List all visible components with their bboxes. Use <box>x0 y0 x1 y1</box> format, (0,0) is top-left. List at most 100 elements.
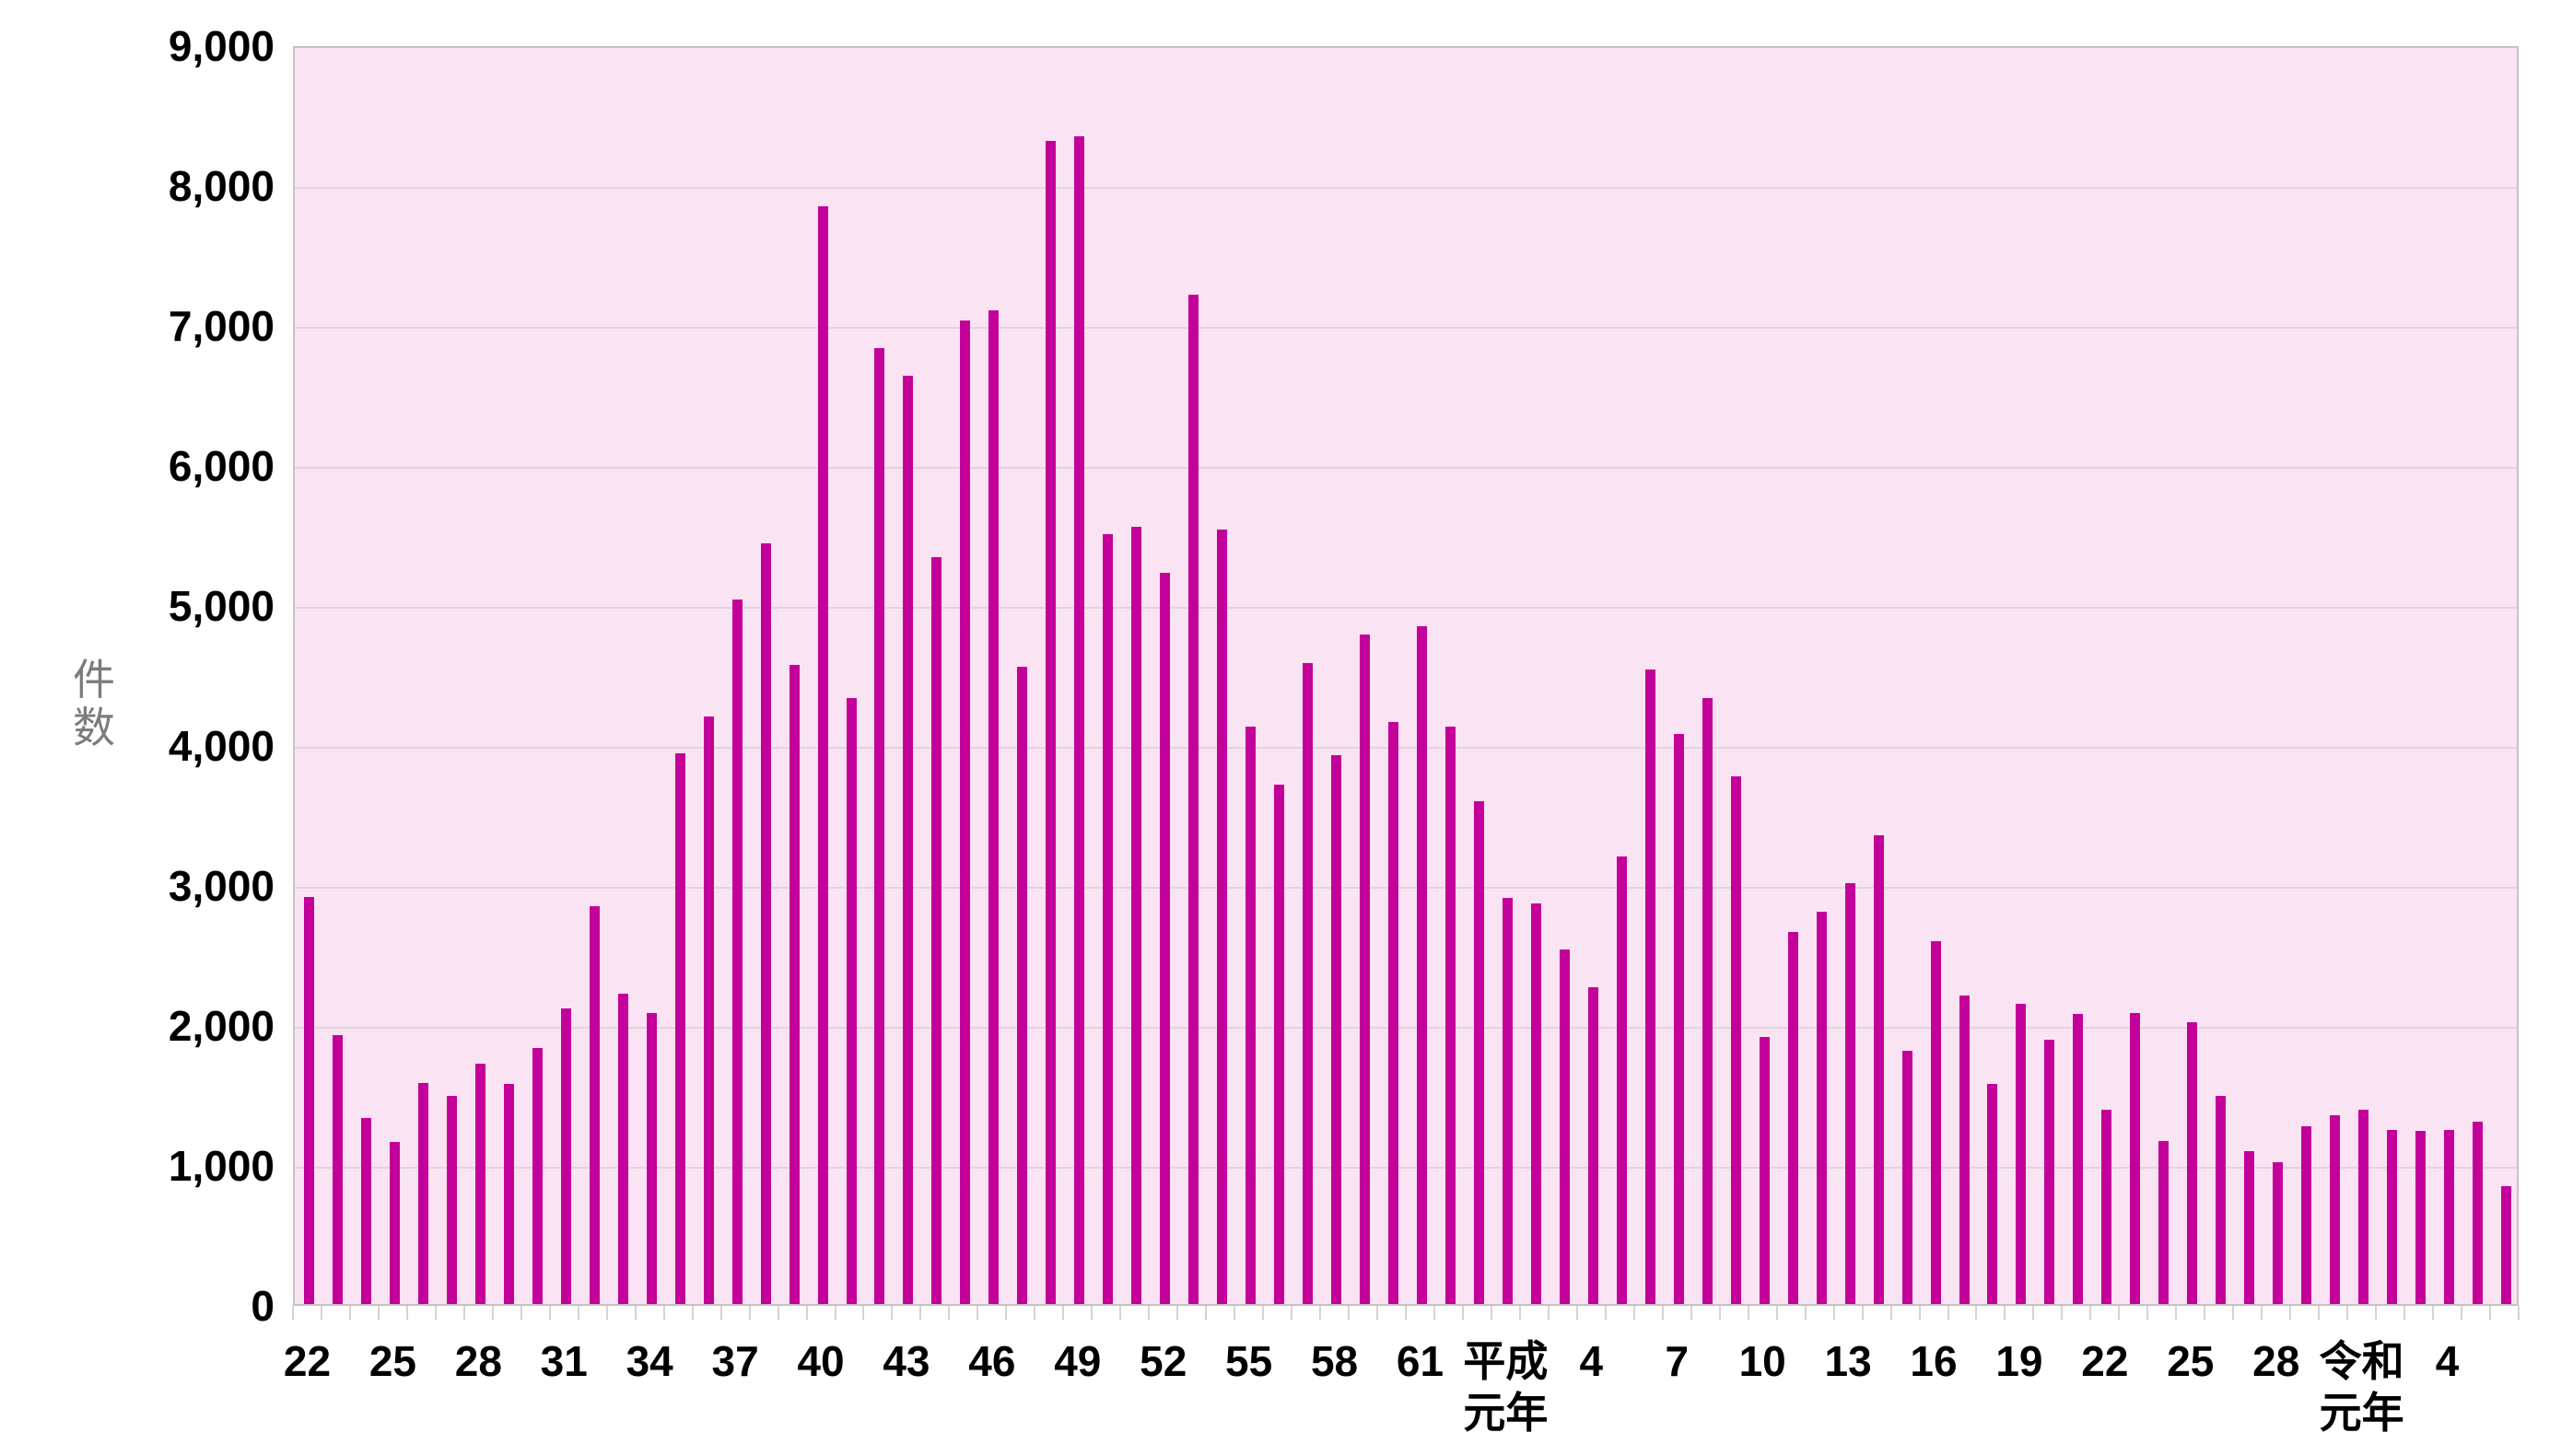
x-axis-tick <box>2518 1306 2520 1320</box>
bar-平成25 <box>2187 1022 2198 1304</box>
gridline-5000 <box>295 607 2517 609</box>
bar-平成3 <box>1559 949 1570 1304</box>
x-tick-label-令和4: 4 <box>2435 1337 2460 1385</box>
bar-令和6 <box>2501 1186 2511 1304</box>
bar-昭和35 <box>674 753 685 1304</box>
bar-昭和24 <box>360 1118 371 1304</box>
bar-昭和32 <box>589 906 600 1304</box>
x-axis-tick <box>1833 1306 1835 1320</box>
x-tick-label-平成28: 28 <box>2252 1337 2300 1385</box>
x-axis-tick <box>1633 1306 1635 1320</box>
x-axis-tick <box>1519 1306 1521 1320</box>
bar-平成5 <box>1616 856 1627 1304</box>
bar-平成14 <box>1873 835 1884 1304</box>
bar-平成6 <box>1644 670 1655 1304</box>
bar-平成29 <box>2301 1126 2312 1304</box>
y-tick-label-7,000: 7,000 <box>168 302 275 350</box>
bar-平成27 <box>2244 1151 2255 1304</box>
x-tick-label-昭和46: 46 <box>968 1337 1016 1385</box>
x-axis-tick <box>1576 1306 1578 1320</box>
bar-平成12 <box>1816 912 1827 1304</box>
bar-平成9 <box>1730 776 1741 1304</box>
x-axis-tick <box>1034 1306 1035 1320</box>
x-axis-tick <box>862 1306 864 1320</box>
x-tick-label-昭和40: 40 <box>797 1337 845 1385</box>
bar-平成21 <box>2073 1014 2084 1304</box>
x-axis-tick <box>1262 1306 1264 1320</box>
bar-平成18 <box>1987 1084 1998 1304</box>
x-tick-label-昭和34: 34 <box>626 1337 673 1385</box>
x-tick-label-昭和49: 49 <box>1054 1337 1102 1385</box>
x-axis-tick <box>2346 1306 2348 1320</box>
bar-昭和42 <box>874 348 885 1304</box>
y-tick-label-1,000: 1,000 <box>168 1142 275 1190</box>
x-axis-tick <box>2489 1306 2491 1320</box>
y-axis-title: 件 数 <box>73 656 115 751</box>
x-axis-tick <box>720 1306 722 1320</box>
bar-平成24 <box>2158 1141 2170 1304</box>
bar-平成17 <box>1959 996 1970 1304</box>
bar-昭和30 <box>532 1048 543 1304</box>
x-axis-tick <box>1148 1306 1150 1320</box>
x-tick-label-昭和61: 61 <box>1396 1337 1444 1385</box>
bar-昭和58 <box>1331 755 1342 1304</box>
x-axis-tick <box>1319 1306 1321 1320</box>
bar-令和2 <box>2387 1130 2398 1304</box>
x-axis-tick <box>2261 1306 2263 1320</box>
gridline-7000 <box>295 327 2517 329</box>
bar-昭和46 <box>988 310 1000 1304</box>
bar-昭和60 <box>1388 722 1398 1304</box>
x-axis-tick <box>1548 1306 1550 1320</box>
bar-昭和59 <box>1360 635 1371 1304</box>
x-tick-label-平成16: 16 <box>1910 1337 1958 1385</box>
bar-令和5 <box>2473 1122 2484 1304</box>
bar-平成13 <box>1844 883 1855 1304</box>
x-tick-label-昭和22: 22 <box>283 1337 332 1385</box>
bar-昭和23 <box>332 1035 343 1304</box>
x-axis-tick <box>2232 1306 2234 1320</box>
x-axis-tick <box>1605 1306 1607 1320</box>
bar-平成30 <box>2330 1115 2341 1304</box>
x-axis-tick <box>948 1306 950 1320</box>
x-axis-tick <box>692 1306 694 1320</box>
gridline-1000 <box>295 1167 2517 1169</box>
bar-昭和39 <box>789 665 800 1304</box>
x-axis-tick <box>749 1306 751 1320</box>
bar-平成15 <box>1901 1051 1912 1304</box>
bar-昭和40 <box>817 206 828 1304</box>
x-axis-tick <box>1176 1306 1178 1320</box>
x-axis-tick <box>1234 1306 1235 1320</box>
gridline-3000 <box>295 887 2517 889</box>
x-axis-tick <box>1405 1306 1407 1320</box>
x-axis-tick <box>463 1306 465 1320</box>
x-axis-tick <box>1291 1306 1292 1320</box>
x-axis-tick <box>1748 1306 1749 1320</box>
bar-平成26 <box>2216 1096 2227 1304</box>
x-tick-label-昭和28: 28 <box>454 1337 502 1385</box>
bar-昭和26 <box>417 1083 428 1304</box>
bar-平成22 <box>2101 1110 2112 1304</box>
x-axis-tick <box>1719 1306 1721 1320</box>
x-axis-tick <box>2146 1306 2148 1320</box>
x-axis-tick <box>2175 1306 2177 1320</box>
x-tick-label-平成19: 19 <box>1995 1337 2043 1385</box>
x-axis-tick <box>1662 1306 1664 1320</box>
x-axis-tick <box>1862 1306 1864 1320</box>
bar-昭和62 <box>1444 727 1456 1304</box>
gridline-2000 <box>295 1027 2517 1029</box>
bar-昭和61 <box>1416 626 1427 1304</box>
y-tick-label-5,000: 5,000 <box>168 582 275 630</box>
x-axis-tick <box>1776 1306 1778 1320</box>
x-axis-tick <box>2004 1306 2006 1320</box>
x-axis-tick <box>919 1306 921 1320</box>
bar-平成11 <box>1787 932 1798 1304</box>
bar-平成10 <box>1759 1037 1770 1304</box>
x-tick-label-平成4: 4 <box>1579 1337 1604 1385</box>
x-axis-tick <box>2032 1306 2034 1320</box>
x-axis-tick <box>806 1306 808 1320</box>
y-tick-label-3,000: 3,000 <box>168 862 275 910</box>
x-axis-tick <box>1119 1306 1121 1320</box>
bar-昭和38 <box>760 543 771 1304</box>
bar-昭和45 <box>960 320 971 1304</box>
